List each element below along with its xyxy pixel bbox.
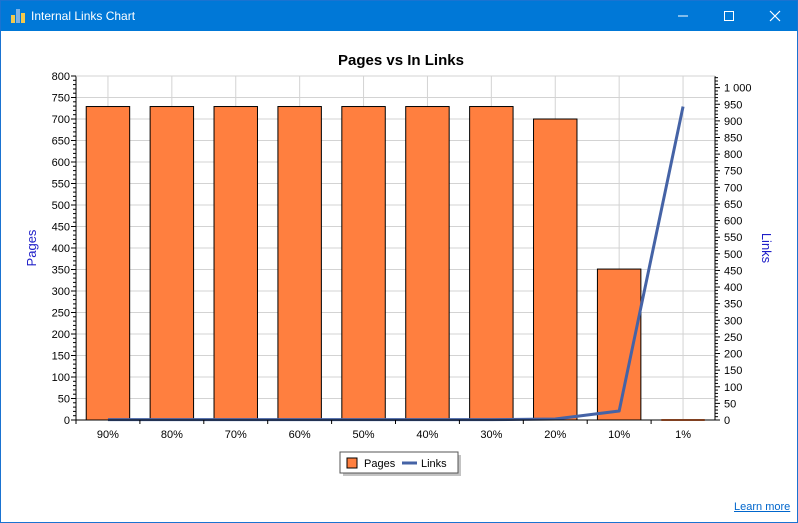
- close-icon: [769, 10, 781, 22]
- window-title: Internal Links Chart: [31, 9, 136, 23]
- title-bar[interactable]: Internal Links Chart: [1, 1, 797, 31]
- y-tick-label: 150: [52, 351, 70, 363]
- bar: [405, 106, 450, 421]
- y2-tick-label: 550: [724, 232, 742, 244]
- y-tick-label: 200: [52, 329, 70, 341]
- maximize-button[interactable]: [706, 1, 752, 31]
- y-tick-label: 650: [52, 136, 70, 148]
- bar: [85, 106, 131, 421]
- bar: [213, 106, 258, 421]
- y-tick-label: 450: [52, 222, 70, 234]
- y2-tick-label: 450: [724, 265, 742, 277]
- y2-tick-label: 150: [724, 365, 742, 377]
- y2-tick-label: 1 000: [724, 83, 752, 95]
- x-tick-label: 80%: [161, 429, 183, 441]
- y2-tick-label: 100: [724, 382, 742, 394]
- y-tick-label: 250: [52, 308, 70, 320]
- chart-title: Pages vs In Links: [338, 52, 464, 69]
- y2-tick-label: 700: [724, 182, 742, 194]
- y2-tick-label: 300: [724, 315, 742, 327]
- y-tick-label: 500: [52, 200, 70, 212]
- y2-axis-title: Links: [759, 233, 774, 264]
- y2-tick-label: 250: [724, 332, 742, 344]
- bar-series: [85, 106, 705, 421]
- y2-tick-label: 350: [724, 299, 742, 311]
- y-tick-label: 550: [52, 179, 70, 191]
- y-tick-label: 400: [52, 243, 70, 255]
- minimize-button[interactable]: [660, 1, 706, 31]
- y-tick-label: 0: [64, 415, 70, 427]
- legend-links-label: Links: [421, 458, 447, 470]
- legend-pages-label: Pages: [364, 458, 396, 470]
- y-tick-label: 750: [52, 93, 70, 105]
- y-tick-label: 800: [52, 71, 70, 83]
- y2-tick-label: 650: [724, 199, 742, 211]
- y-tick-label: 300: [52, 286, 70, 298]
- y2-tick-label: 800: [724, 149, 742, 161]
- x-tick-label: 70%: [225, 429, 247, 441]
- links-line: [107, 106, 685, 422]
- y-tick-label: 350: [52, 265, 70, 277]
- x-tick-label: 50%: [353, 429, 375, 441]
- maximize-icon: [724, 11, 734, 21]
- bar: [469, 106, 514, 421]
- learn-more-link[interactable]: Learn more: [734, 501, 791, 513]
- y2-tick-label: 950: [724, 99, 742, 111]
- x-tick-label: 60%: [289, 429, 311, 441]
- y2-tick-label: 400: [724, 282, 742, 294]
- y2-tick-label: 500: [724, 249, 742, 261]
- y2-tick-label: 50: [724, 398, 736, 410]
- y2-tick-label: 600: [724, 216, 742, 228]
- y-tick-label: 100: [52, 372, 70, 384]
- minimize-icon: [678, 15, 688, 17]
- legend: Pages Links: [339, 451, 461, 476]
- legend-pages-swatch: [346, 457, 358, 469]
- y-tick-label: 600: [52, 157, 70, 169]
- close-button[interactable]: [752, 1, 797, 31]
- axes: [71, 75, 720, 424]
- y2-tick-label: 200: [724, 349, 742, 361]
- chart-area: Pages vs In Links 0 50 100 150 200 250 300 350 4…: [24, 52, 774, 476]
- bar: [533, 118, 578, 421]
- bar: [149, 106, 195, 421]
- x-tick-label: 10%: [608, 429, 630, 441]
- x-tick-label: 1%: [675, 429, 691, 441]
- bar: [341, 106, 386, 421]
- y-axis-title: Pages: [24, 229, 39, 266]
- y2-tick-label: 0: [724, 415, 730, 427]
- tick-labels: 0501001502002503003504004505005506006507…: [52, 71, 752, 441]
- bar: [277, 106, 322, 421]
- x-tick-label: 90%: [97, 429, 119, 441]
- y2-tick-label: 900: [724, 116, 742, 128]
- x-tick-label: 40%: [416, 429, 438, 441]
- y-tick-label: 700: [52, 114, 70, 126]
- y2-tick-label: 750: [724, 166, 742, 178]
- y-tick-label: 50: [58, 394, 70, 406]
- bar-chart-icon: [10, 9, 26, 23]
- x-tick-label: 30%: [480, 429, 502, 441]
- line-series: [107, 106, 685, 422]
- x-tick-label: 20%: [544, 429, 566, 441]
- y2-tick-label: 850: [724, 132, 742, 144]
